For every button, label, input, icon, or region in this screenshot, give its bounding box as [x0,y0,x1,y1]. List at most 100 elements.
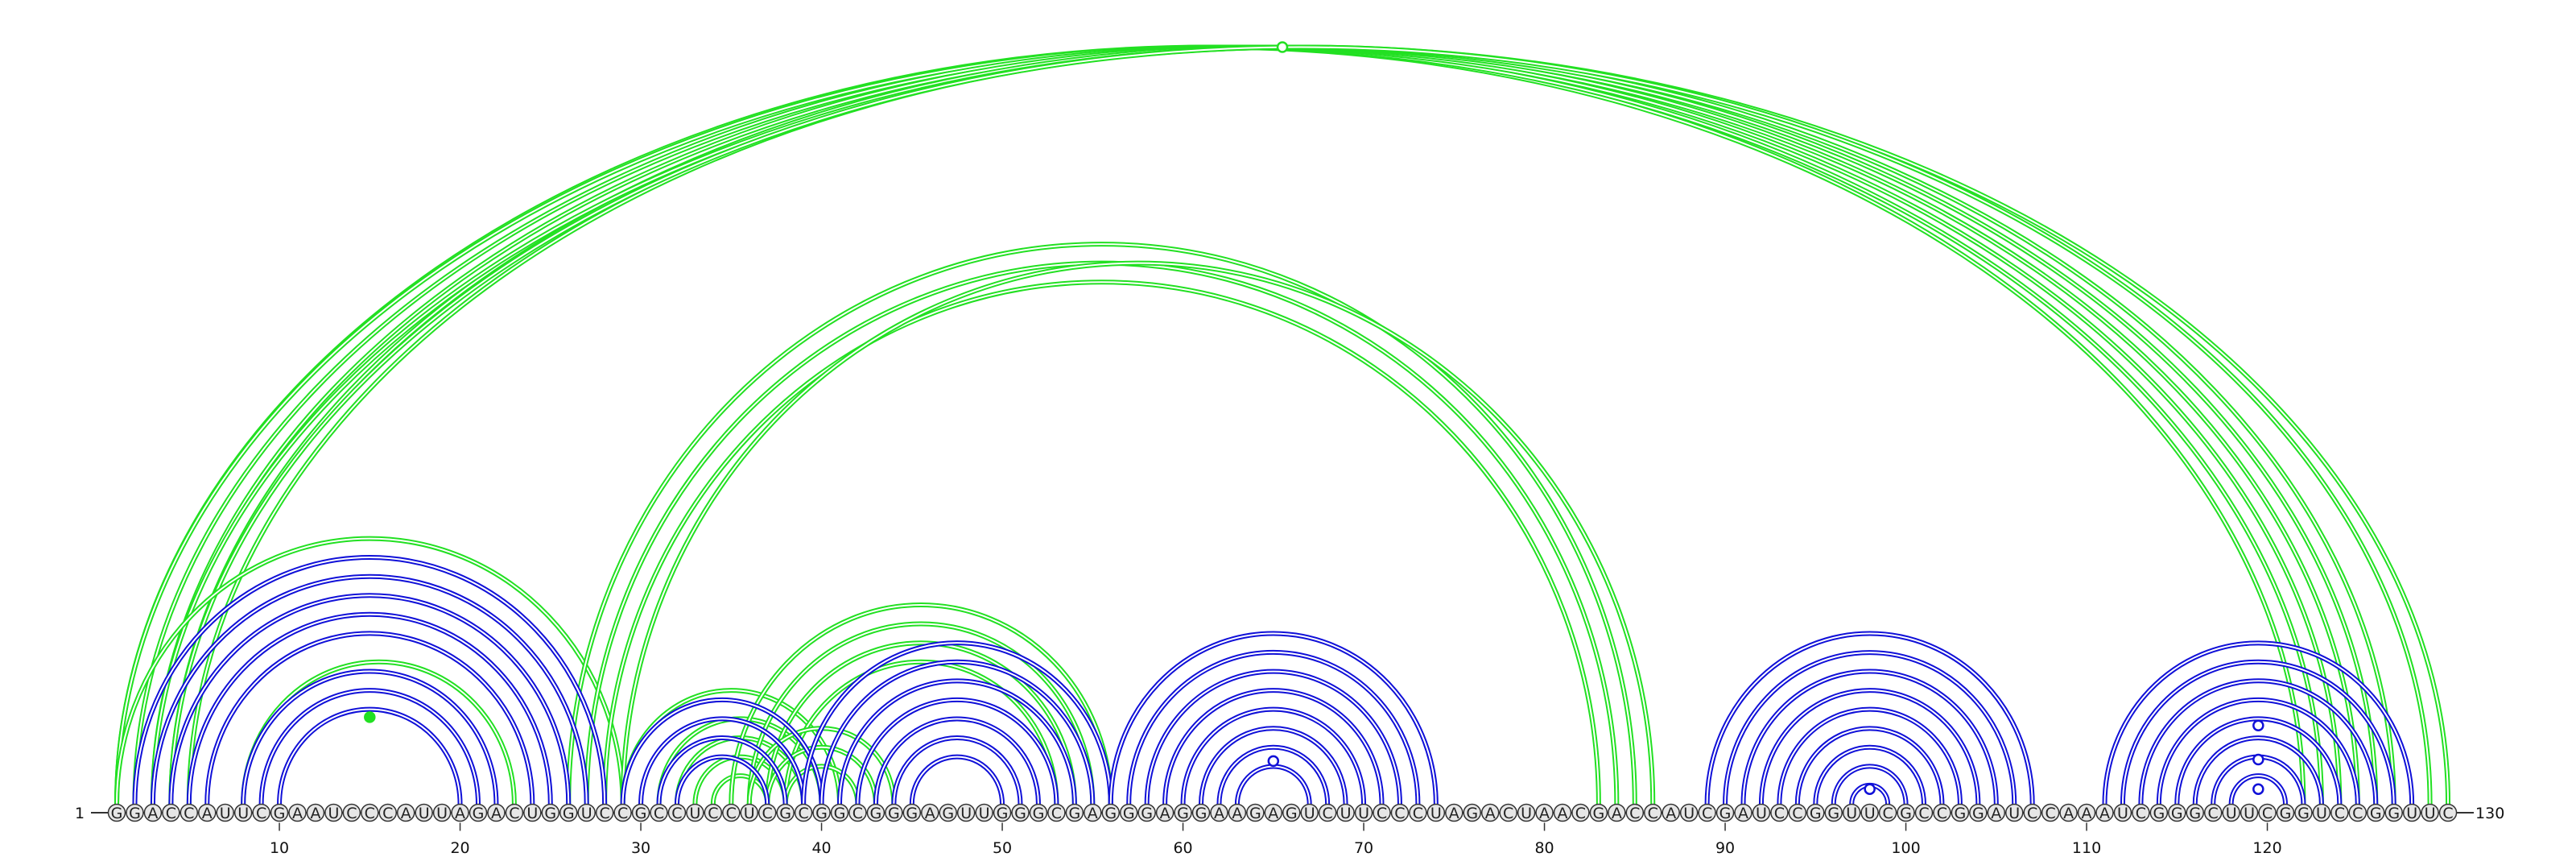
nucleotide-circle [2186,803,2204,822]
primary-pair-arcs [132,555,2415,805]
tick-label: 30 [631,839,650,857]
nucleotide-circle [1354,803,1373,822]
nucleotide-letter: C [346,805,357,822]
primary-arc-inner [1236,765,1311,805]
nucleotide-circle [415,803,433,822]
nucleotide-circle [1282,803,1301,822]
tick-label: 40 [811,839,831,857]
nucleotide-letter: A [1558,805,1568,822]
primary-arc-inner [1164,689,1383,805]
nucleotide-letter: C [256,805,266,822]
nucleotide-letter: U [2226,805,2237,822]
nucleotide-letter: U [1683,805,1695,822]
nucleotide-letter: C [2027,805,2037,822]
nucleotide-circle [487,803,506,822]
nucleotide-letter: C [2352,805,2363,822]
nucleotide-letter: G [2189,805,2201,822]
nucleotide-letter: C [382,805,393,822]
nucleotide-circle [324,803,343,822]
nucleotide-letter: A [292,805,303,822]
nucleotide-circle [1987,803,2006,822]
nucleotide-letter: A [1088,805,1098,822]
nucleotide-letter: G [274,805,286,822]
nucleotide-circle [2113,803,2132,822]
primary-arc [1704,631,2035,805]
nucleotide-letter: G [1719,805,1732,822]
nucleotide-letter: U [1521,805,1532,822]
nucleotide-letter: U [526,805,538,822]
primary-arc-inner [1832,765,1907,805]
nucleotide-letter: A [2063,805,2074,822]
nucleotide-circle [2041,803,2060,822]
nucleotide-circle [1806,803,1825,822]
nucleotide-circle [1137,803,1156,822]
nucleotide-letter: A [1214,805,1224,822]
nucleotide-letter: A [147,805,158,822]
nucleotide-circle [2258,803,2277,822]
nucleotide-circle [1788,803,1807,822]
nucleotide-circle [2402,803,2421,822]
nucleotide-letter: C [1575,805,1586,822]
primary-arc-inner [1796,727,1943,805]
nucleotide-circle [1679,803,1699,822]
nucleotide-circle [1155,803,1174,822]
arc-marker [1864,783,1876,795]
nucleotide-circle [541,803,560,822]
tick-label: 120 [2252,839,2281,857]
nucleotide-circle [216,803,234,822]
nucleotide-letter: A [925,805,935,822]
nucleotide-circle [1625,803,1645,822]
nucleotide-circle [830,803,849,822]
nucleotide-letter: G [1141,805,1153,822]
nucleotide-circle [2384,803,2403,822]
position-ticks: 10 20 30 40 50 60 70 80 90 100 110 120 [270,822,2282,857]
primary-arc-inner [2176,718,2341,805]
primary-arc-inner [1742,670,1997,805]
nucleotide-circle [252,803,270,822]
nucleotide-circle [1499,803,1517,822]
nucleotide-circle [1047,803,1066,822]
nucleotide-circle [1101,803,1120,822]
nucleotide-circle [1589,803,1608,822]
nucleotide-circle [1770,803,1789,822]
primary-arc-inner [1146,670,1401,805]
nucleotide-circle [1426,803,1446,822]
nucleotide-circle [2276,803,2295,822]
nucleotide-letter: A [1612,805,1622,822]
nucleotide-letter: A [1485,805,1496,822]
primary-arc-inner [2157,698,2359,805]
primary-arc-inner [893,737,1022,805]
nucleotide-circle [776,803,795,822]
nucleotide-letter: G [1123,805,1135,822]
nucleotide-letter: A [491,805,502,822]
alternate-arc-inner [134,46,2341,805]
nucleotide-circle [1174,803,1192,822]
nucleotide-circle [1246,803,1265,822]
nucleotide-circle [939,803,957,822]
nucleotide-letter: U [581,805,592,822]
nucleotide-letter: C [798,805,808,822]
primary-arc-inner [1706,632,2033,805]
nucleotide-letter: U [2117,805,2128,822]
primary-arc [909,754,1005,805]
primary-arc-inner [2140,680,2377,805]
nucleotide-letter: G [2171,805,2183,822]
nucleotide-letter: A [1539,805,1550,822]
nucleotide-circle [1644,803,1662,822]
nucleotide-circle [180,803,199,822]
nucleotide-circle [2421,803,2439,822]
nucleotide-circle [2330,803,2349,822]
nucleotide-circle [794,803,813,822]
primary-arc-inner [151,575,588,805]
nucleotide-circle [1860,803,1879,822]
nucleotide-circle [2005,803,2024,822]
nucleotide-letter: A [1449,805,1459,822]
primary-arc-inner [188,613,551,805]
primary-arc [873,716,1041,805]
alternate-arc-inner [171,48,2429,805]
nucleotide-circle [126,803,144,822]
arc-marker [364,711,376,723]
primary-arc-inner [910,756,1004,805]
nucleotide-circle [162,803,180,822]
nucleotide-circle [342,803,361,822]
